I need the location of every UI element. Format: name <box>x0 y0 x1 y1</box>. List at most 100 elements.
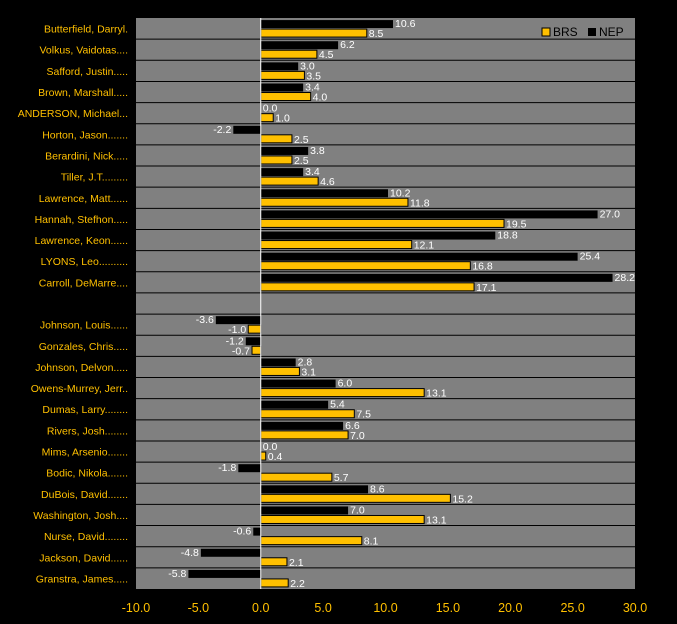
plot-area <box>136 18 635 589</box>
value-label-nep: 0.0 <box>263 103 278 115</box>
bar-brs <box>260 388 425 398</box>
value-label-brs: 11.8 <box>410 197 430 209</box>
legend-swatch-brs <box>541 27 551 37</box>
value-label-brs: 2.1 <box>289 557 304 569</box>
bar-nep <box>253 527 261 536</box>
x-tick-label: 5.0 <box>314 601 331 615</box>
bar-nep <box>215 316 261 325</box>
bar-nep <box>200 548 261 557</box>
value-label-nep: 6.6 <box>345 420 360 432</box>
category-label: Lawrence, Matt...... <box>39 193 128 205</box>
x-tick-label: 20.0 <box>498 601 522 615</box>
value-label-nep: 6.0 <box>338 378 353 390</box>
legend: BRS NEP <box>541 25 624 39</box>
value-label-nep: 0.0 <box>263 441 278 453</box>
category-label: Johnson, Delvon..... <box>35 362 128 374</box>
value-label-nep: 3.4 <box>305 82 320 94</box>
value-label-nep: 7.0 <box>350 504 365 516</box>
category-label: Lawrence, Keon...... <box>35 235 128 247</box>
category-label: DuBois, David....... <box>41 489 128 501</box>
value-label-nep: 6.2 <box>340 39 355 51</box>
category-label: Horton, Jason....... <box>42 129 128 141</box>
category-label: Butterfield, Darryl. <box>44 24 128 36</box>
category-label: LYONS, Leo.......... <box>41 256 128 268</box>
value-label-brs: 19.5 <box>506 218 527 230</box>
bar-brs <box>260 261 471 271</box>
bar-brs <box>260 366 300 376</box>
bar-nep <box>238 464 261 473</box>
value-label-brs: -0.7 <box>232 345 250 357</box>
value-label-nep: 18.8 <box>497 230 518 242</box>
bar-brs <box>251 345 262 355</box>
bar-nep <box>260 421 344 430</box>
bar-brs <box>260 493 451 503</box>
value-label-brs: 12.1 <box>414 240 435 252</box>
value-label-brs: 2.2 <box>290 578 305 590</box>
category-label: Brown, Marshall..... <box>38 87 128 99</box>
category-label: Volkus, Vaidotas.... <box>39 45 128 57</box>
row-separators <box>136 38 635 569</box>
value-label-brs: 1.0 <box>275 113 290 125</box>
category-label: Bodic, Nikola....... <box>46 468 128 480</box>
bar-brs <box>260 197 409 207</box>
category-label: ANDERSON, Michael... <box>18 108 128 120</box>
bar-nep <box>260 231 496 240</box>
bar-brs <box>260 28 368 38</box>
bar-brs <box>260 282 475 292</box>
bar-nep <box>260 62 299 71</box>
bar-brs <box>247 324 262 334</box>
x-tick-label: 30.0 <box>623 601 647 615</box>
bar-brs <box>260 134 293 144</box>
value-label-nep: 10.6 <box>395 18 416 30</box>
bar-nep <box>245 337 261 346</box>
value-label-brs: 13.1 <box>426 388 447 400</box>
bar-nep <box>260 146 309 155</box>
value-label-nep: 2.8 <box>298 356 313 368</box>
value-label-nep: 8.6 <box>370 483 385 495</box>
value-label-nep: 27.0 <box>600 208 621 220</box>
bar-brs <box>260 176 319 186</box>
bar-brs <box>260 92 312 102</box>
value-label-nep: -0.6 <box>233 526 251 538</box>
bar-nep <box>260 358 296 367</box>
value-label-brs: 2.5 <box>294 134 309 146</box>
category-label: Owens-Murrey, Jerr.. <box>31 383 128 395</box>
bar-nep <box>260 273 613 282</box>
category-label: Dumas, Larry........ <box>42 404 128 416</box>
value-label-nep: -1.8 <box>218 462 236 474</box>
x-tick-label: -5.0 <box>188 601 210 615</box>
value-label-nep: 5.4 <box>330 399 345 411</box>
bar-brs <box>260 451 267 461</box>
value-label-brs: 2.5 <box>294 155 309 167</box>
value-label-nep: 3.0 <box>300 60 315 72</box>
bar-brs <box>260 218 505 228</box>
bar-brs <box>260 536 363 546</box>
value-label-brs: 5.7 <box>334 472 349 484</box>
category-label: Nurse, David........ <box>44 531 128 543</box>
category-label: Mims, Arsenio....... <box>42 447 128 459</box>
bar-brs <box>260 70 305 80</box>
value-label-nep: -5.8 <box>168 568 186 580</box>
category-label: Gonzales, Chris..... <box>39 341 128 353</box>
bar-nep <box>260 252 578 261</box>
legend-label-nep: NEP <box>599 25 624 39</box>
bar-nep <box>260 189 388 198</box>
bar-nep <box>260 83 304 92</box>
value-label-nep: 25.4 <box>580 251 601 263</box>
bar-brs <box>260 430 349 440</box>
x-tick-label: 0.0 <box>252 601 269 615</box>
value-label-brs: 4.0 <box>313 92 328 104</box>
category-label: Tiller, J.T......... <box>61 172 128 184</box>
bar-brs <box>260 578 289 588</box>
value-label-brs: 0.4 <box>268 451 283 463</box>
bar-nep <box>260 485 369 494</box>
x-tick-label: -10.0 <box>122 601 151 615</box>
value-label-brs: -1.0 <box>228 324 246 336</box>
value-label-brs: 3.5 <box>306 70 321 82</box>
value-label-nep: 3.8 <box>310 145 325 157</box>
bar-brs <box>260 113 274 123</box>
bar-brs <box>260 49 318 59</box>
category-label: Granstra, James..... <box>36 573 128 585</box>
category-label: Jackson, David...... <box>39 552 128 564</box>
value-label-brs: 7.0 <box>350 430 365 442</box>
